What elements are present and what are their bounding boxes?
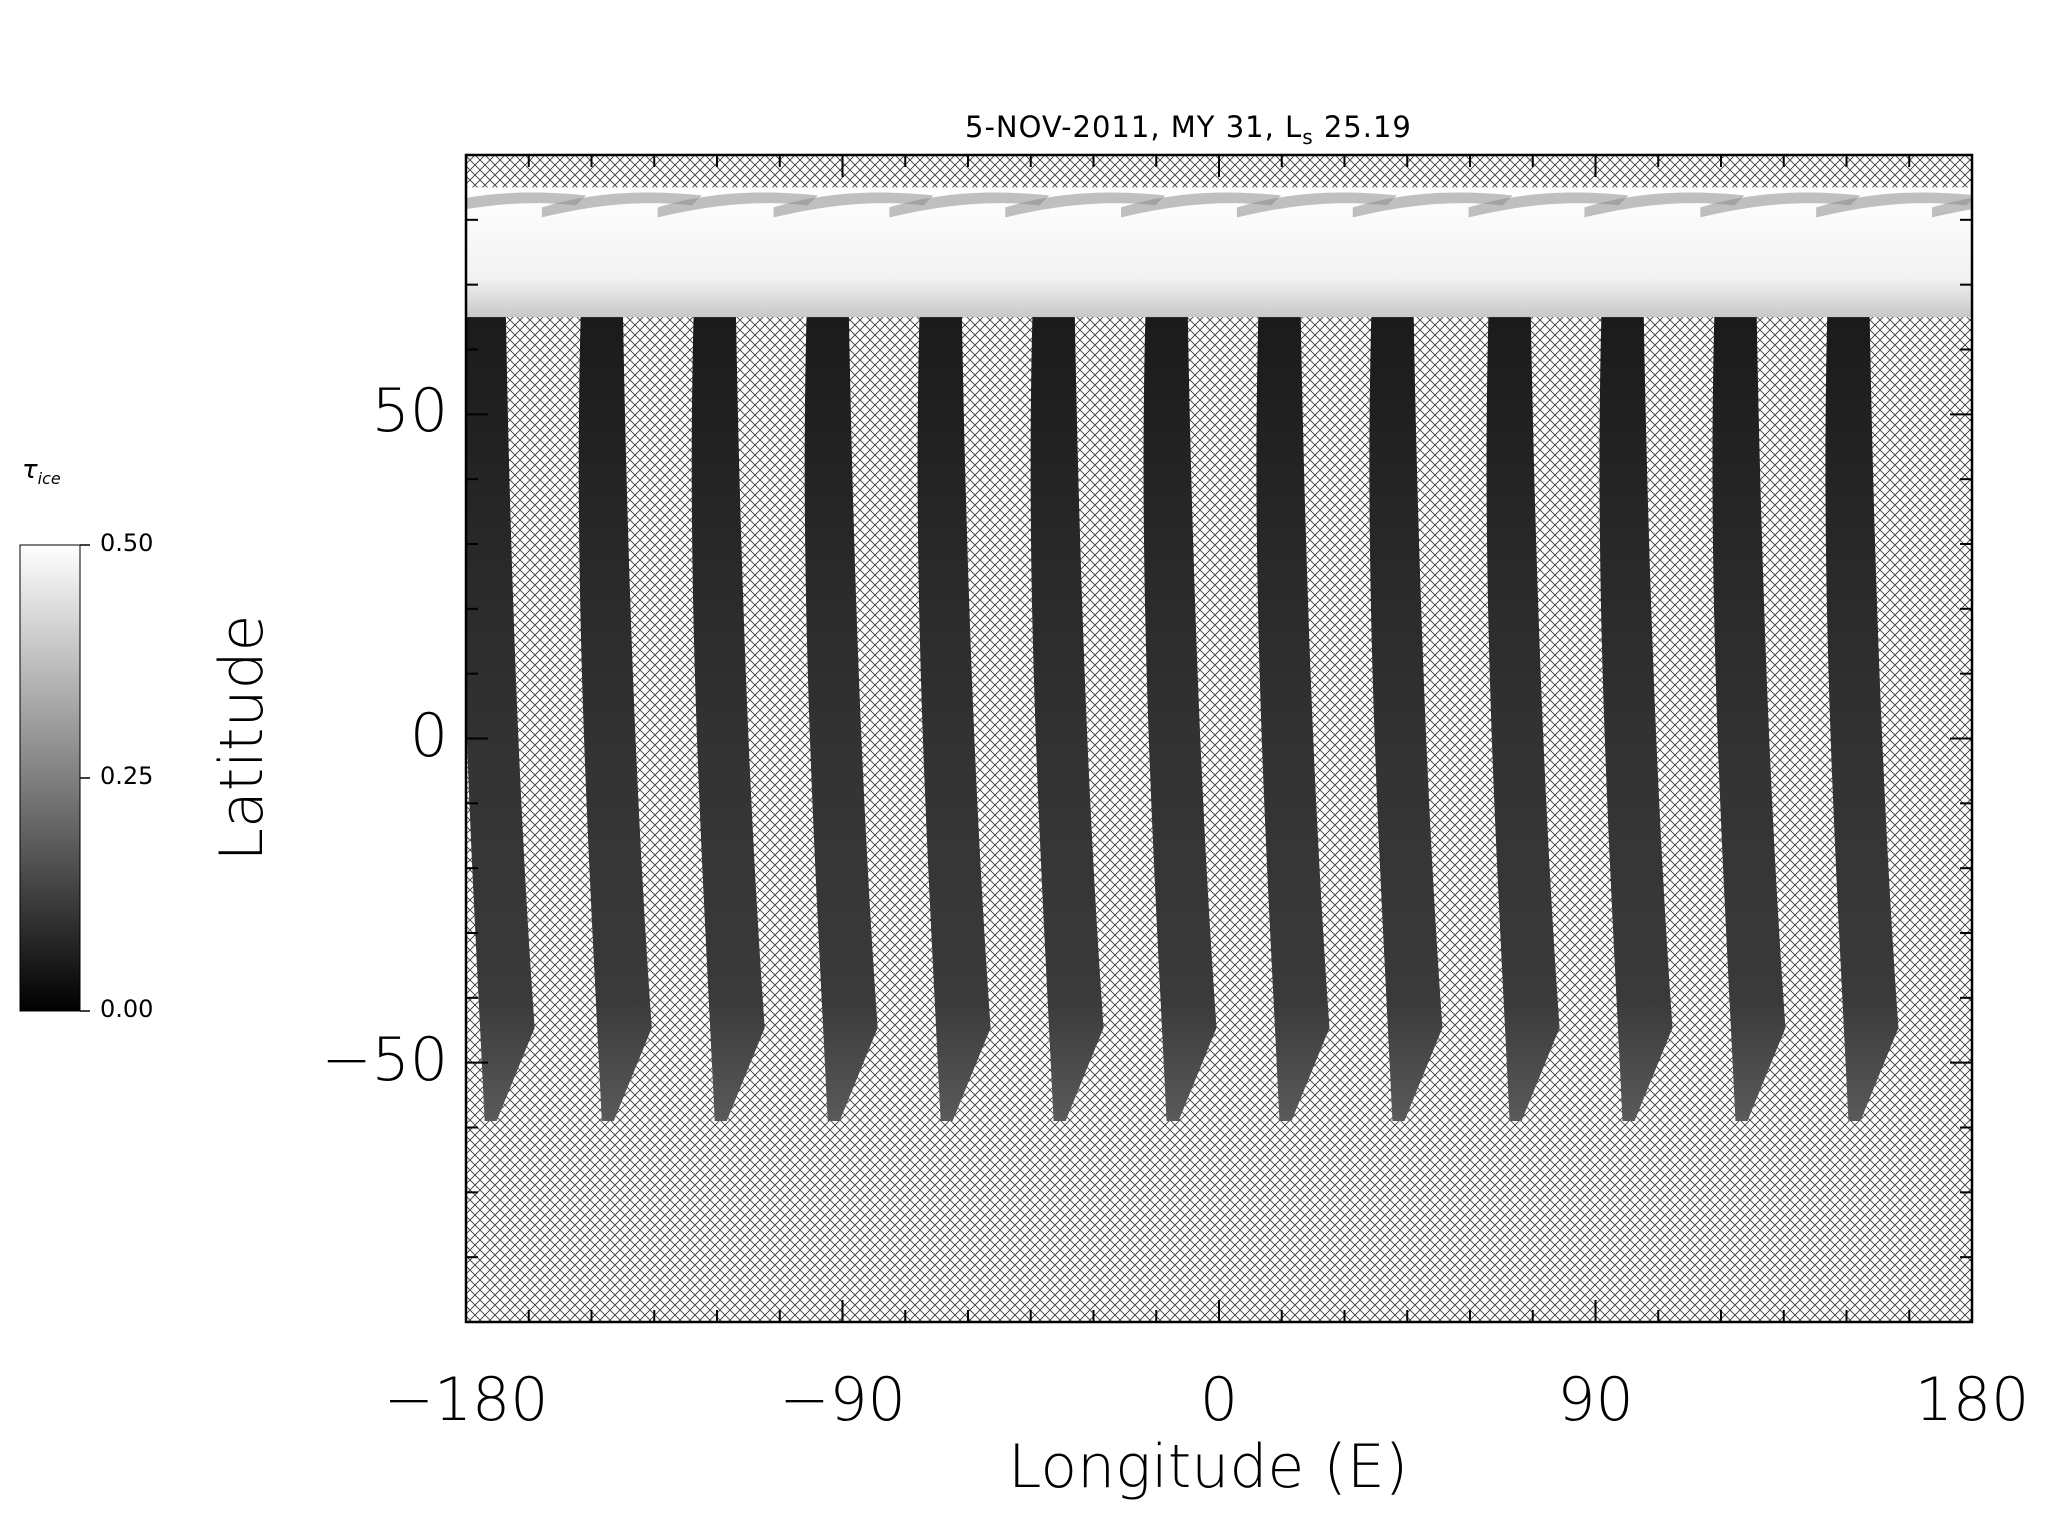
swath-strip (1030, 307, 1104, 1122)
hood-shading (1700, 192, 1861, 218)
hood-shading (541, 192, 702, 218)
colorbar-tick-label: 0.25 (100, 762, 154, 790)
hood-shading (657, 192, 818, 218)
x-tick-label: 0 (1199, 1365, 1239, 1435)
colorbar-tick-label: 0.50 (100, 529, 154, 557)
y-axis-label: Latitude (207, 614, 277, 862)
hood-shading (1932, 198, 1972, 218)
hood-shading (1005, 192, 1166, 218)
x-tick-label: 180 (1914, 1365, 2030, 1435)
hood-shading (1352, 192, 1513, 218)
swath-strip (1599, 307, 1673, 1122)
polar-hood-layer (466, 187, 1972, 318)
x-axis-label: Longitude (E) (1008, 1432, 1409, 1502)
swath-strip (1486, 307, 1560, 1122)
swath-strip (578, 307, 652, 1122)
tick-layer (465, 154, 1973, 1323)
colorbar-tick-label: 0.00 (100, 995, 154, 1023)
title-value: 25.19 (1323, 110, 1412, 144)
swath-strip (917, 307, 991, 1122)
swath-layer (466, 307, 1899, 1122)
hood-shading (1236, 192, 1397, 218)
x-tick-label: −180 (383, 1365, 549, 1435)
hood-shading (889, 192, 1050, 218)
colorbar-label: τice (22, 455, 61, 488)
hood-shading (1121, 192, 1282, 218)
colorbar-ticks (80, 544, 90, 1012)
swath-strip (466, 307, 535, 1122)
swath-strip (1143, 307, 1217, 1122)
hood-shading (773, 192, 934, 218)
y-tick-label: 0 (409, 700, 448, 771)
colorbar-label-subscript: ice (37, 469, 61, 489)
x-tick-label: −90 (779, 1365, 906, 1435)
swath-strip (1369, 307, 1443, 1122)
y-tick-label: −50 (321, 1024, 448, 1095)
swath-strip (691, 307, 765, 1122)
swath-strip (1825, 307, 1899, 1122)
colorbar-label-symbol: τ (22, 455, 38, 485)
swath-strip (1256, 307, 1330, 1122)
chart-title: 5-NOV-2011, MY 31, Ls 25.19 (965, 110, 1412, 149)
title-main: 5-NOV-2011, MY 31, L (965, 110, 1303, 144)
x-tick-label: 90 (1557, 1365, 1634, 1435)
hood-shading (1816, 192, 1972, 218)
y-tick-label: 50 (371, 376, 448, 447)
swath-strip (1712, 307, 1786, 1122)
hood-shading (466, 192, 586, 210)
swath-strip (804, 307, 878, 1122)
colorbar (19, 544, 81, 1012)
title-subscript: s (1302, 124, 1314, 149)
hood-shading (1468, 192, 1629, 218)
hood-shading (1584, 192, 1745, 218)
